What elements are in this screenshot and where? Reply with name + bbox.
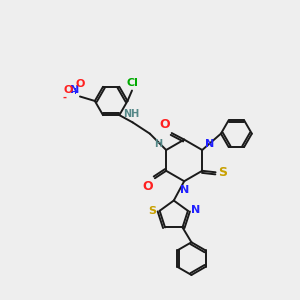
Text: N: N	[205, 139, 214, 148]
Text: O: O	[159, 118, 169, 131]
Text: H: H	[154, 139, 163, 148]
Text: N: N	[70, 85, 80, 95]
Text: O: O	[142, 180, 153, 193]
Text: N: N	[180, 185, 189, 195]
Text: NH: NH	[123, 110, 139, 119]
Text: -: -	[62, 93, 67, 103]
Text: S: S	[218, 166, 227, 179]
Text: Cl: Cl	[126, 78, 138, 88]
Text: O: O	[76, 79, 85, 89]
Text: S: S	[148, 206, 156, 216]
Text: N: N	[191, 205, 200, 215]
Text: +: +	[71, 87, 78, 96]
Text: O: O	[64, 85, 74, 95]
